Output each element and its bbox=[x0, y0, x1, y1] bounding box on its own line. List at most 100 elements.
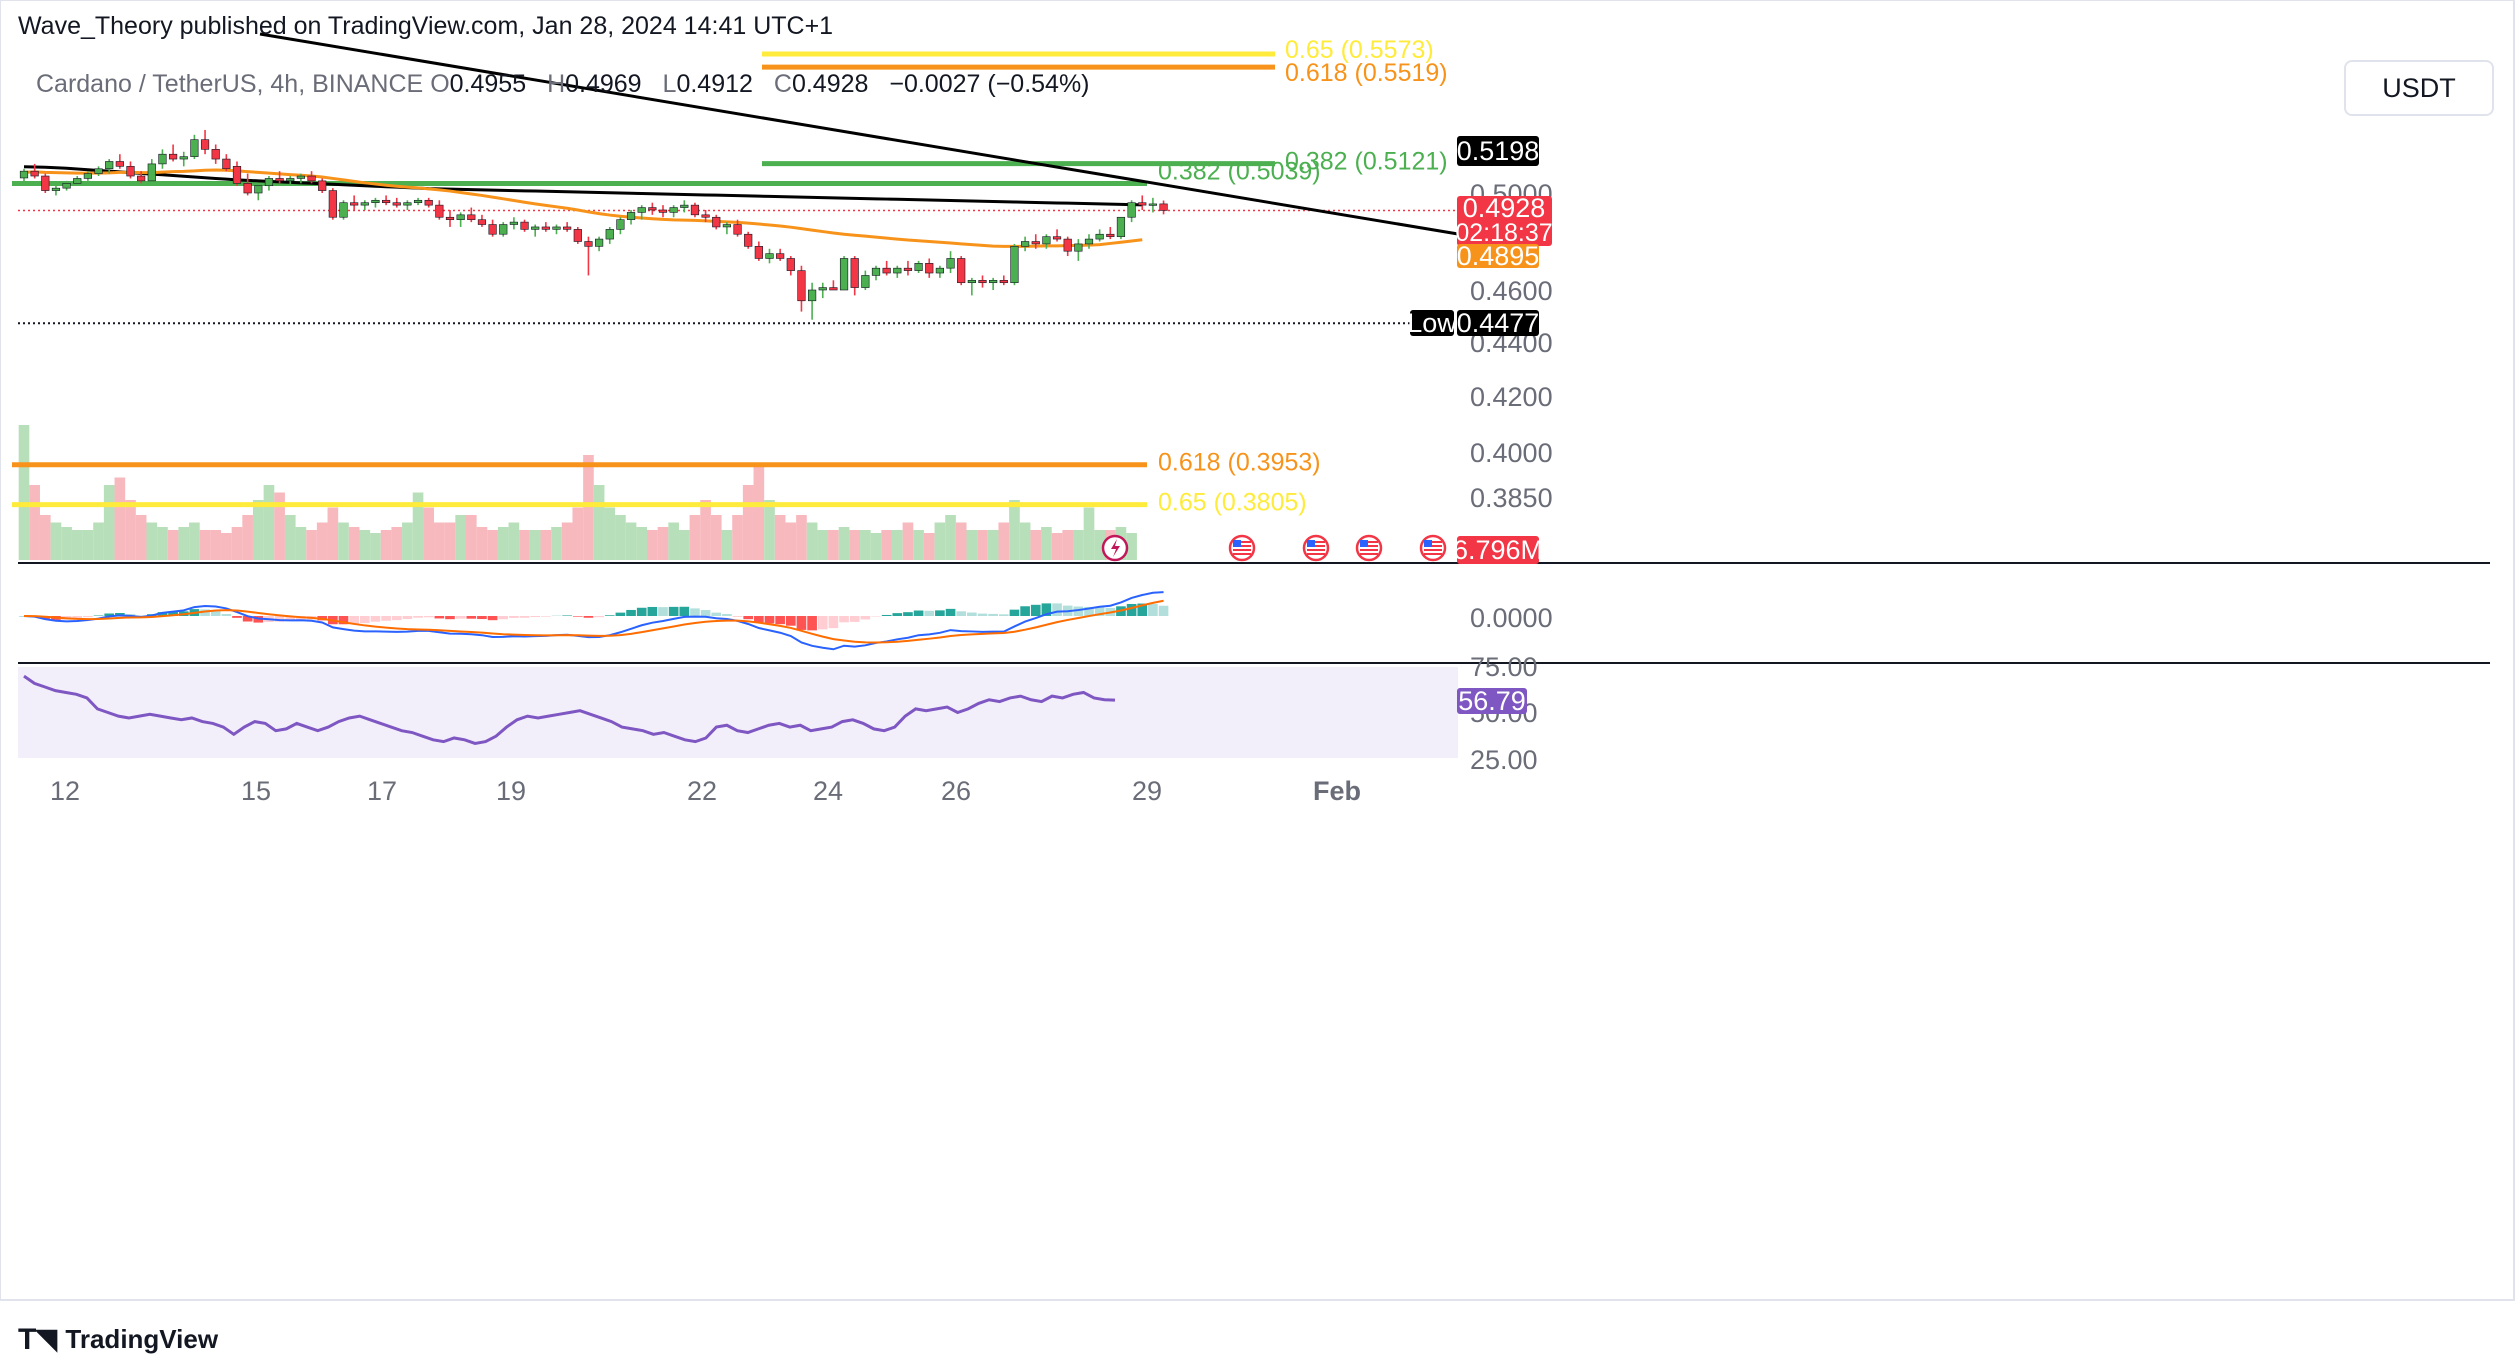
candle-body bbox=[1084, 238, 1094, 245]
macd-histogram-bar bbox=[242, 616, 253, 622]
signal-line bbox=[23, 599, 1164, 644]
macd-histogram-bar bbox=[1137, 603, 1148, 616]
volume-bar bbox=[71, 530, 83, 560]
candle-body bbox=[41, 175, 50, 191]
candle-body bbox=[371, 199, 380, 203]
rsi-band bbox=[18, 667, 1458, 758]
macd-histogram-bar bbox=[445, 616, 455, 620]
candle-body bbox=[563, 226, 572, 230]
us-flag-stripe bbox=[1360, 549, 1378, 551]
tradingview-logo-icon: T◥ bbox=[18, 1323, 57, 1356]
candle-body bbox=[296, 175, 306, 179]
candle-body bbox=[882, 267, 891, 274]
candle-body bbox=[413, 199, 423, 203]
flash-icon bbox=[1101, 534, 1129, 562]
macd-histogram-bar bbox=[466, 616, 477, 619]
candle-body bbox=[1127, 202, 1136, 218]
us-flag-icon bbox=[1419, 534, 1447, 562]
candle-body bbox=[903, 267, 913, 271]
macd-histogram-bar bbox=[1148, 603, 1158, 616]
candle-body bbox=[839, 258, 849, 291]
volume-bar bbox=[391, 527, 403, 560]
candle-body bbox=[850, 258, 859, 288]
macd-histogram-bar bbox=[338, 616, 349, 625]
low-label-badge: Low bbox=[1407, 308, 1457, 338]
fib-level-label: 0.618 (0.5519) bbox=[1285, 59, 1448, 87]
volume-bar bbox=[519, 530, 530, 560]
close-label: C bbox=[773, 70, 792, 98]
candle-body bbox=[541, 226, 550, 230]
candle-body bbox=[925, 263, 934, 274]
us-flag-stripe bbox=[1424, 553, 1442, 555]
volume-bar bbox=[252, 500, 264, 560]
candle-body bbox=[169, 153, 178, 160]
volume-bar bbox=[1041, 527, 1052, 560]
volume-bar bbox=[572, 507, 584, 560]
volume-bar bbox=[50, 522, 62, 560]
macd-histogram-bar bbox=[998, 614, 1009, 616]
us-flag-icon bbox=[1355, 534, 1383, 562]
volume-bar bbox=[444, 522, 456, 560]
candle-body bbox=[467, 214, 476, 220]
macd-histogram-bar bbox=[754, 616, 764, 623]
candle-body bbox=[754, 246, 763, 259]
macd-histogram-bar bbox=[487, 616, 498, 621]
macd-histogram-bar bbox=[83, 616, 93, 618]
footer-brand[interactable]: T◥ TradingView bbox=[18, 1322, 218, 1357]
candle-body bbox=[509, 221, 519, 225]
candle-body bbox=[1031, 241, 1040, 245]
candle-body bbox=[147, 163, 156, 182]
macd-histogram-bar bbox=[775, 616, 785, 625]
volume-bar bbox=[93, 522, 104, 560]
ema200-line bbox=[23, 165, 1143, 207]
macd-histogram-bar bbox=[967, 612, 977, 616]
candle-body bbox=[115, 161, 124, 167]
candle-body bbox=[871, 267, 881, 276]
volume-bar bbox=[817, 530, 829, 560]
trendline bbox=[259, 32, 1459, 236]
macd-histogram-bar bbox=[828, 616, 839, 629]
candle-body bbox=[243, 183, 252, 194]
candle-body bbox=[744, 233, 753, 247]
volume-bar bbox=[210, 530, 222, 560]
high-value: 0.4969 bbox=[565, 70, 642, 98]
macd-histogram-bar bbox=[232, 616, 242, 618]
macd-histogram-bar bbox=[647, 606, 658, 616]
macd-histogram-bar bbox=[349, 616, 359, 625]
macd-histogram-bar bbox=[381, 616, 391, 621]
candle-body bbox=[1116, 216, 1126, 237]
volume-bar bbox=[263, 485, 275, 560]
candle-body bbox=[733, 224, 742, 235]
candle-body bbox=[552, 226, 561, 230]
candle-body bbox=[999, 279, 1008, 284]
candle-body bbox=[722, 224, 731, 228]
volume-bar bbox=[412, 492, 424, 560]
candle-body bbox=[1020, 241, 1030, 247]
volume-bar bbox=[1083, 507, 1095, 560]
volume-bar bbox=[114, 477, 126, 560]
symbol-title[interactable]: Cardano / TetherUS, 4h, BINANCE bbox=[36, 70, 424, 98]
macd-histogram-bar bbox=[572, 616, 583, 617]
volume-bar bbox=[977, 530, 988, 560]
rsi-value-badge-bg bbox=[1457, 688, 1527, 714]
candle-body bbox=[690, 204, 700, 216]
volume-bar bbox=[561, 522, 573, 560]
candle-body bbox=[200, 139, 210, 150]
candle-body bbox=[531, 226, 540, 230]
macd-histogram-bar bbox=[690, 608, 700, 616]
candle-body bbox=[381, 199, 391, 203]
us-flag-stripe bbox=[1233, 545, 1251, 547]
macd-histogram-bar bbox=[935, 610, 945, 616]
macd-histogram-bar bbox=[796, 616, 807, 630]
low-price-badge-bg bbox=[1457, 310, 1539, 336]
candle-body bbox=[1074, 243, 1083, 252]
volume-bar bbox=[476, 527, 488, 560]
ema200-price-badge-bg bbox=[1457, 136, 1539, 166]
candle-body bbox=[829, 287, 838, 291]
currency-button[interactable]: USDT bbox=[2344, 60, 2494, 116]
published-line: Wave_Theory published on TradingView.com… bbox=[18, 12, 834, 40]
us-flag-ring bbox=[1419, 534, 1447, 562]
us-flag-canton bbox=[1307, 540, 1315, 547]
candle-body bbox=[275, 178, 284, 182]
